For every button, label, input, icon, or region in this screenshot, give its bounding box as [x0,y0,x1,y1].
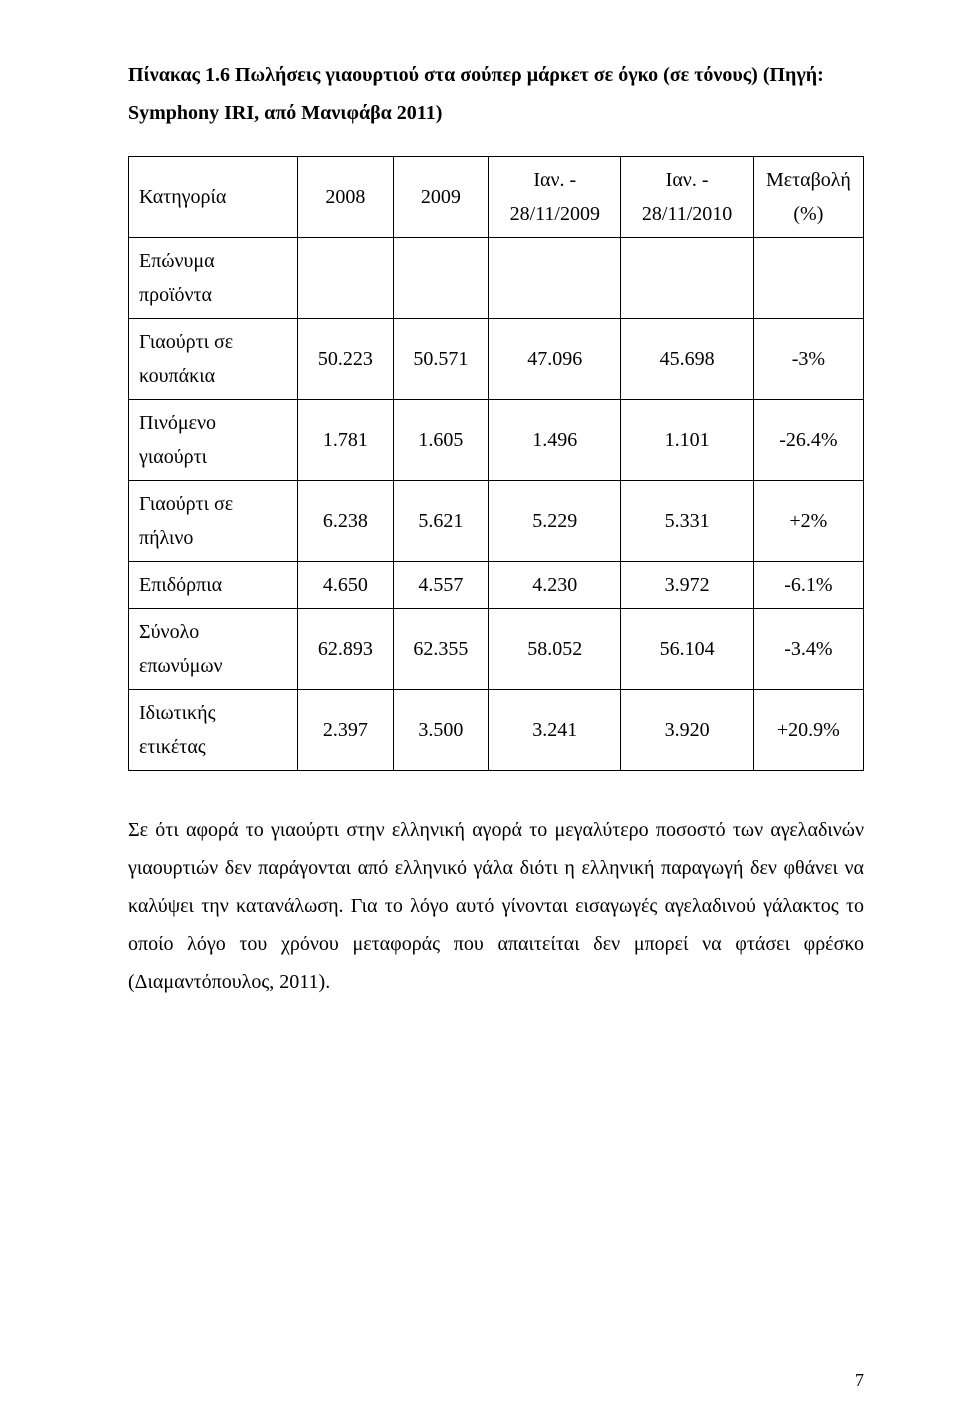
row-label-a: Ιδιωτικής [139,702,216,724]
col-header-2009-b: 28/11/2009 [510,203,600,225]
cell: 1.605 [393,400,489,481]
cell: 62.893 [298,609,394,690]
cell: 5.331 [621,481,753,562]
cell: 45.698 [621,319,753,400]
col-header-category: Κατηγορία [129,157,298,238]
cell: 3.241 [489,690,621,771]
row-label-a: Γιαούρτι σε [139,331,233,353]
row-label-a: Πινόμενο [139,412,216,434]
table-row: Σύνολο επωνύμων 62.893 62.355 58.052 56.… [129,609,864,690]
cell: 1.496 [489,400,621,481]
cell [621,238,753,319]
row-label: Επιδόρπια [129,562,298,609]
row-label-b: επωνύμων [139,655,223,677]
cell [393,238,489,319]
table-header-row: Κατηγορία 2008 2009 Ιαν. - 28/11/2009 Ια… [129,157,864,238]
table-caption: Πίνακας 1.6 Πωλήσεις γιαουρτιού στα σούπ… [128,56,864,132]
row-label: Πινόμενο γιαούρτι [129,400,298,481]
row-label-a: Επώνυμα [139,250,215,272]
col-header-2009-a: Ιαν. - [533,169,576,191]
table-row: Γιαούρτι σε πήλινο 6.238 5.621 5.229 5.3… [129,481,864,562]
col-header-period-2009: Ιαν. - 28/11/2009 [489,157,621,238]
cell: -6.1% [753,562,863,609]
caption-line-2: Symphony IRI, από Μανιφάβα 2011) [128,102,442,124]
row-label-b: κουπάκια [139,365,215,387]
table-row: Ιδιωτικής ετικέτας 2.397 3.500 3.241 3.9… [129,690,864,771]
col-header-change-b: (%) [793,203,823,225]
cell [753,238,863,319]
page-number: 7 [855,1370,864,1391]
cell [489,238,621,319]
cell: -26.4% [753,400,863,481]
data-table: Κατηγορία 2008 2009 Ιαν. - 28/11/2009 Ια… [128,156,864,771]
cell: +2% [753,481,863,562]
col-header-change-a: Μεταβολή [766,169,851,191]
cell: 6.238 [298,481,394,562]
table-row: Πινόμενο γιαούρτι 1.781 1.605 1.496 1.10… [129,400,864,481]
cell: -3.4% [753,609,863,690]
cell: 3.920 [621,690,753,771]
caption-line-1: Πίνακας 1.6 Πωλήσεις γιαουρτιού στα σούπ… [128,64,824,86]
row-label-b: πήλινο [139,527,193,549]
cell: 5.229 [489,481,621,562]
cell [298,238,394,319]
row-label: Γιαούρτι σε κουπάκια [129,319,298,400]
row-label: Ιδιωτικής ετικέτας [129,690,298,771]
row-label-a: Γιαούρτι σε [139,493,233,515]
row-label: Σύνολο επωνύμων [129,609,298,690]
cell: 50.571 [393,319,489,400]
body-paragraph: Σε ότι αφορά το γιαούρτι στην ελληνική α… [128,811,864,1001]
row-label: Επώνυμα προϊόντα [129,238,298,319]
col-header-2008: 2008 [298,157,394,238]
row-label: Γιαούρτι σε πήλινο [129,481,298,562]
cell: -3% [753,319,863,400]
cell: 58.052 [489,609,621,690]
col-header-2010-a: Ιαν. - [666,169,709,191]
table-row: Επιδόρπια 4.650 4.557 4.230 3.972 -6.1% [129,562,864,609]
row-label-b: ετικέτας [139,736,206,758]
cell: 5.621 [393,481,489,562]
row-label-a: Επιδόρπια [139,574,222,596]
cell: 1.101 [621,400,753,481]
cell: 50.223 [298,319,394,400]
col-header-2009: 2009 [393,157,489,238]
cell: 1.781 [298,400,394,481]
row-label-a: Σύνολο [139,621,199,643]
row-label-b: προϊόντα [139,284,212,306]
col-header-2010-b: 28/11/2010 [642,203,732,225]
cell: 62.355 [393,609,489,690]
col-header-period-2010: Ιαν. - 28/11/2010 [621,157,753,238]
cell: 3.972 [621,562,753,609]
cell: 4.650 [298,562,394,609]
row-label-b: γιαούρτι [139,446,207,468]
cell: 3.500 [393,690,489,771]
cell: 4.557 [393,562,489,609]
col-header-change: Μεταβολή (%) [753,157,863,238]
table-row: Γιαούρτι σε κουπάκια 50.223 50.571 47.09… [129,319,864,400]
page: Πίνακας 1.6 Πωλήσεις γιαουρτιού στα σούπ… [0,0,960,1419]
cell: 4.230 [489,562,621,609]
table-row: Επώνυμα προϊόντα [129,238,864,319]
cell: 56.104 [621,609,753,690]
cell: +20.9% [753,690,863,771]
cell: 2.397 [298,690,394,771]
cell: 47.096 [489,319,621,400]
